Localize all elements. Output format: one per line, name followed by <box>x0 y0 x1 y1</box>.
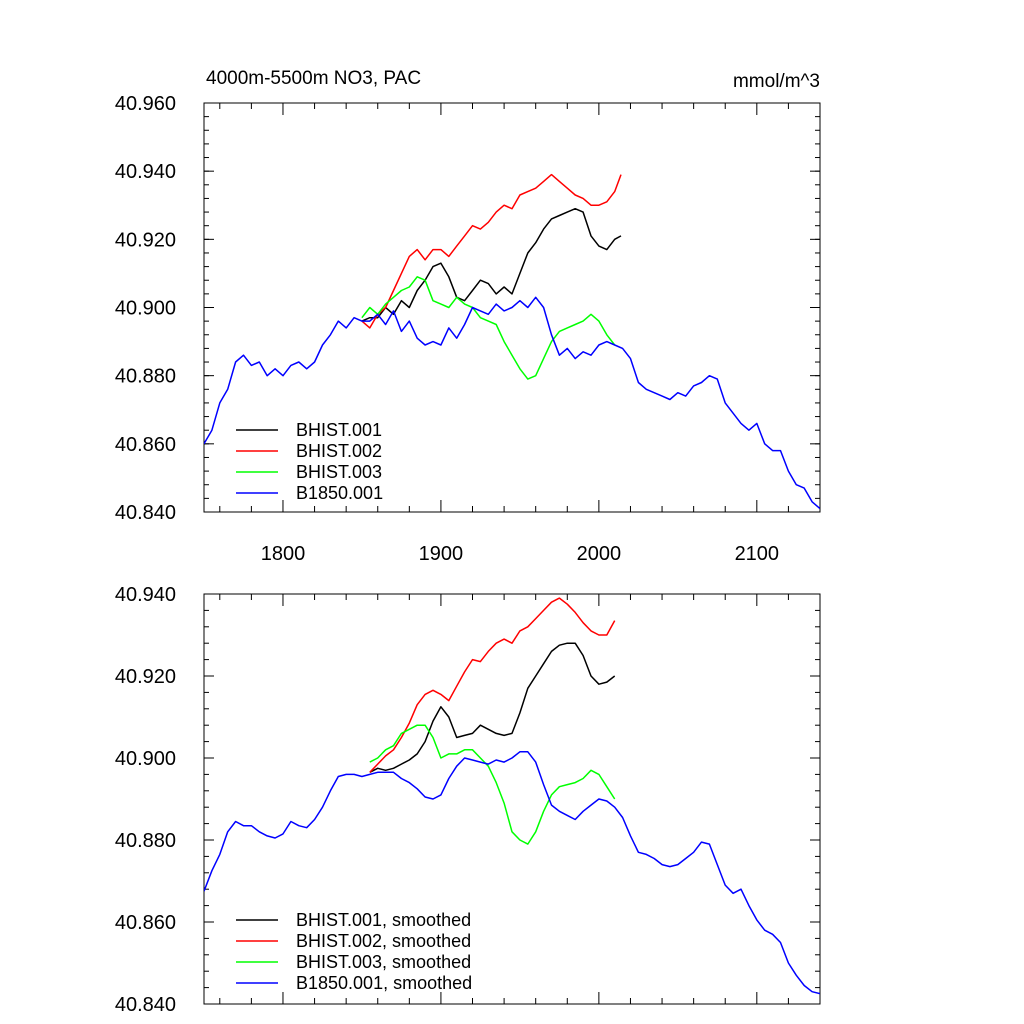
legend-label: B1850.001, smoothed <box>296 973 472 993</box>
x-tick-label: 2100 <box>735 543 780 565</box>
legend-label: BHIST.002 <box>296 441 382 461</box>
y-tick-label: 40.900 <box>115 298 176 320</box>
y-tick-label: 40.840 <box>115 502 176 524</box>
plot-frame <box>203 593 821 1005</box>
legend-label: BHIST.003 <box>296 462 382 482</box>
legend-label: BHIST.003, smoothed <box>296 952 471 972</box>
chart-title: 4000m-5500m NO3, PAC <box>206 68 421 89</box>
y-tick-label: 40.840 <box>115 994 176 1016</box>
series-line-bhist-002 <box>361 173 622 329</box>
series-line-bhist-003-smoothed <box>369 724 616 845</box>
y-tick-label: 40.960 <box>115 93 176 115</box>
y-tick-label: 40.920 <box>115 229 176 251</box>
bottom-panel: 40.840 40.860 40.880 40.900 40.920 40.940 BHIS… <box>115 584 821 1016</box>
series-line-b1850-001-smoothed <box>204 751 820 995</box>
x-tick-label: 1800 <box>261 543 306 565</box>
y-tick-label: 40.860 <box>115 434 176 456</box>
units-label: mmol/m^3 <box>733 71 820 92</box>
legend-label: B1850.001 <box>296 483 383 503</box>
series-line-b1850-001 <box>204 296 820 510</box>
y-tick-label: 40.940 <box>115 161 176 183</box>
legend-label: BHIST.002, smoothed <box>296 931 471 951</box>
y-tick-label: 40.860 <box>115 912 176 934</box>
y-tick-label: 40.920 <box>115 666 176 688</box>
series-line-bhist-001 <box>361 207 622 322</box>
x-tick-label: 2000 <box>577 543 622 565</box>
y-tick-label: 40.900 <box>115 748 176 770</box>
series-line-bhist-002-smoothed <box>369 597 616 773</box>
y-tick-label: 40.880 <box>115 830 176 852</box>
y-tick-label: 40.880 <box>115 366 176 388</box>
legend-label: BHIST.001, smoothed <box>296 910 471 930</box>
series-line-bhist-003 <box>361 276 616 380</box>
legend-label: BHIST.001 <box>296 420 382 440</box>
x-tick-label: 1900 <box>419 543 464 565</box>
top-panel: 4000m-5500m NO3, PAC mmol/m^3 40.840 40.8… <box>115 68 821 565</box>
series-line-bhist-001-smoothed <box>369 642 616 773</box>
y-tick-label: 40.940 <box>115 584 176 606</box>
